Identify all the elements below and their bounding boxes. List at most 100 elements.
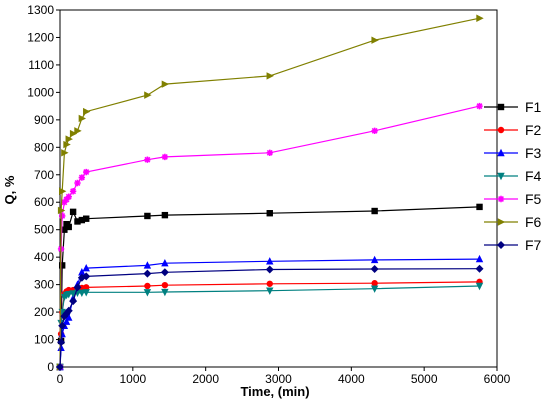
data-point-f7 [69,297,78,306]
legend-item-f7: F7 [484,237,542,253]
y-tick-label: 100 [34,333,54,347]
data-point-f2 [371,280,378,287]
data-point-f5 [69,188,77,195]
legend-label: F7 [525,237,542,253]
data-point-f7 [475,264,484,273]
series-f6 [56,14,484,371]
data-point-f4 [69,290,77,298]
y-tick-label: 500 [34,223,54,237]
data-point-f3 [161,258,169,267]
data-point-f6 [371,36,379,44]
axis-ticks: 0 100 200 300 400 500 600 700 800 900 1000 1100 1200… [27,3,510,386]
legend-marker [497,103,505,111]
data-point-f6 [476,14,484,22]
x-tick-label: 5000 [411,372,438,386]
data-point-f7 [370,264,379,273]
data-point-f4 [266,287,274,295]
x-tick-label: 0 [57,372,64,386]
data-point-f1 [161,211,169,219]
data-point-f2 [266,280,273,287]
data-point-f7 [82,272,91,281]
data-point-f6 [57,206,66,215]
data-point-f3 [65,313,73,321]
series-f4 [56,282,484,372]
y-tick-label: 1200 [27,30,54,44]
data-point-f7 [265,265,274,274]
data-point-f4 [65,291,73,299]
legend-item-f3: F3 [484,145,542,161]
data-point-f6 [58,187,67,195]
data-point-f5 [476,102,483,110]
plot-area [59,9,498,368]
x-tick-label: 2000 [192,372,219,386]
series-layer [56,14,484,372]
data-point-f7 [57,338,66,347]
data-point-f6 [69,129,78,138]
legend-item-f1: F1 [484,99,542,115]
data-point-f3 [370,255,379,264]
legend-marker [497,218,506,226]
data-point-f4 [370,285,379,293]
data-point-f5 [65,193,72,200]
data-point-f3 [82,263,90,272]
data-point-f4 [143,289,152,297]
data-point-f4 [161,288,169,297]
series-line-f5 [59,105,480,368]
data-point-f5 [266,149,273,156]
x-tick-label: 4000 [338,372,365,386]
data-point-f1 [65,223,72,231]
legend-item-f2: F2 [484,122,542,138]
data-point-f6 [144,91,152,99]
y-tick-label: 800 [34,140,54,154]
data-point-f5 [161,153,169,161]
legend-item-f5: F5 [484,191,542,207]
legend-item-f4: F4 [484,168,542,184]
legend-marker [497,195,505,203]
data-point-f6 [63,140,71,149]
data-point-f6 [74,127,82,135]
data-point-f6 [161,80,170,88]
data-point-f5 [83,168,90,176]
data-point-f3 [475,254,484,263]
data-point-f1 [74,218,81,225]
y-tick-label: 0 [47,360,54,374]
data-point-f6 [266,72,274,80]
data-point-f1 [371,207,378,215]
series-line-f6 [59,17,480,368]
data-point-f2 [144,282,151,290]
legend-label: F1 [525,99,542,115]
y-tick-label: 200 [34,305,54,319]
y-axis-title: Q, % [2,175,17,204]
data-point-f5 [74,179,81,187]
legend-label: F6 [525,214,542,230]
data-point-f1 [78,216,86,224]
data-point-f1 [144,212,151,220]
data-point-f5 [63,196,70,203]
data-point-f7 [58,321,67,330]
data-point-f5 [61,199,68,206]
data-point-f1 [61,226,68,233]
legend-label: F3 [525,145,542,161]
data-point-f5 [58,212,66,220]
y-tick-label: 1100 [28,58,54,72]
data-point-f5 [371,127,378,135]
data-point-f5 [144,156,151,163]
legend-label: F2 [525,122,542,138]
data-point-f6 [83,107,91,116]
legend-label: F5 [525,191,542,207]
data-point-f4 [475,282,484,291]
data-point-f2 [83,284,90,291]
x-axis-title: Time, (min) [240,384,309,399]
series-f7 [56,264,484,371]
data-point-f7 [64,306,73,315]
x-tick-label: 1000 [119,372,146,386]
data-point-f1 [69,208,77,216]
data-point-f4 [78,289,86,298]
y-tick-label: 1300 [27,3,54,17]
y-tick-label: 1000 [27,85,54,99]
data-point-f7 [143,269,152,278]
y-tick-label: 900 [34,113,54,127]
legend-label: F4 [525,168,542,184]
data-point-f7 [56,363,64,371]
